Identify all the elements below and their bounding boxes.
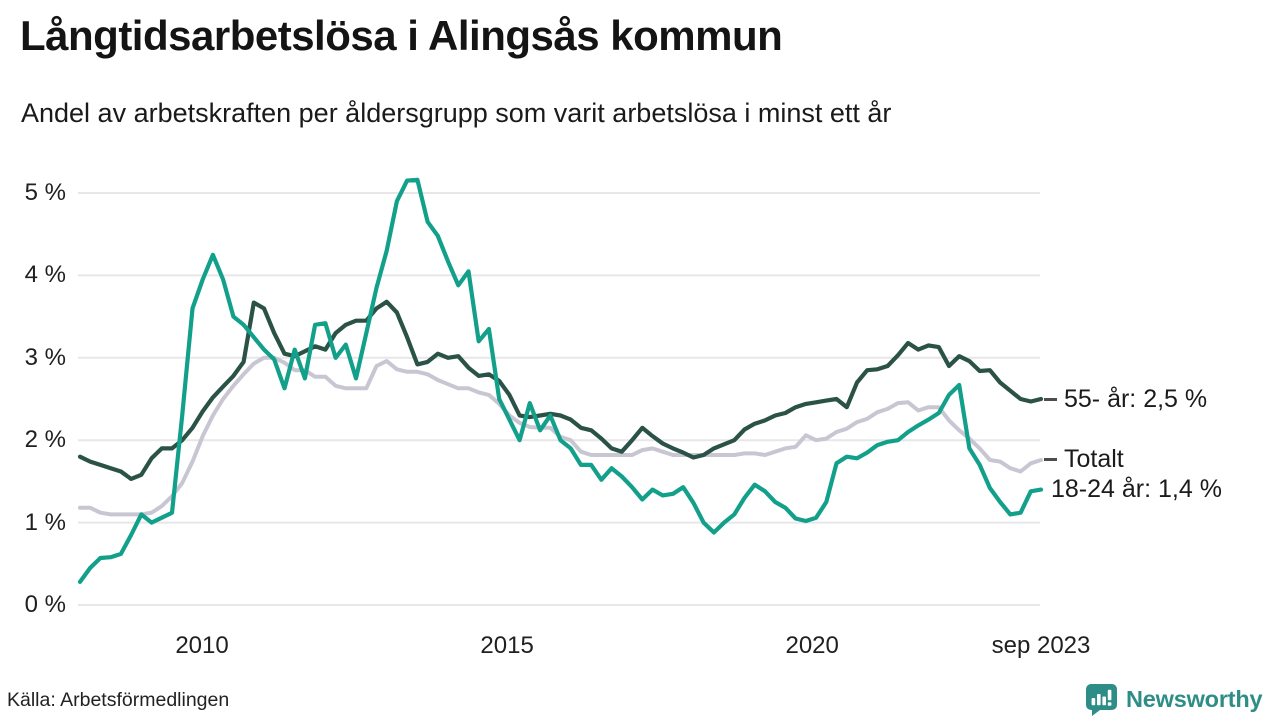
series-line-1824 (77, 177, 1044, 585)
newsworthy-logo: Newsworthy (1084, 682, 1263, 717)
y-axis-tick-label: 5 % (24, 179, 66, 206)
x-axis-tick-label: 2015 (480, 632, 534, 659)
x-axis-tick-label: 2010 (175, 632, 229, 659)
y-axis-tick-label: 2 % (24, 426, 66, 454)
label-tick (1044, 397, 1057, 401)
page-subtitle: Andel av arbetskraften per åldersgrupp s… (21, 98, 892, 128)
x-axis-tick-label: 2020 (785, 632, 839, 659)
line-label-1824: 18-24 år: 1,4 % (1051, 474, 1222, 506)
x-axis-tick-label: sep 2023 (991, 632, 1091, 659)
newsworthy-logo-icon (1086, 684, 1117, 716)
source-text: Källa: Arbetsförmedlingen (7, 689, 230, 711)
series-line-55ar (77, 299, 1044, 481)
y-axis-tick-label: 1 % (24, 508, 66, 536)
y-axis-tick-label: 0 % (24, 591, 66, 618)
label-tick (1044, 458, 1057, 462)
y-axis-tick-label: 4 % (24, 261, 66, 289)
line-label-55ar: 55- år: 2,5 % (1044, 383, 1207, 415)
newsworthy-wordmark: Newsworthy (1126, 686, 1263, 712)
line-label-totalt: Totalt (1044, 444, 1124, 476)
line-label-text: Totalt (1064, 445, 1124, 474)
line-label-text: 55- år: 2,5 % (1064, 384, 1208, 413)
page-title: Långtidsarbetslösa i Alingsås kommun (20, 12, 783, 59)
y-axis-tick-label: 3 % (24, 343, 66, 371)
line-label-text: 18-24 år: 1,4 % (1051, 475, 1222, 504)
